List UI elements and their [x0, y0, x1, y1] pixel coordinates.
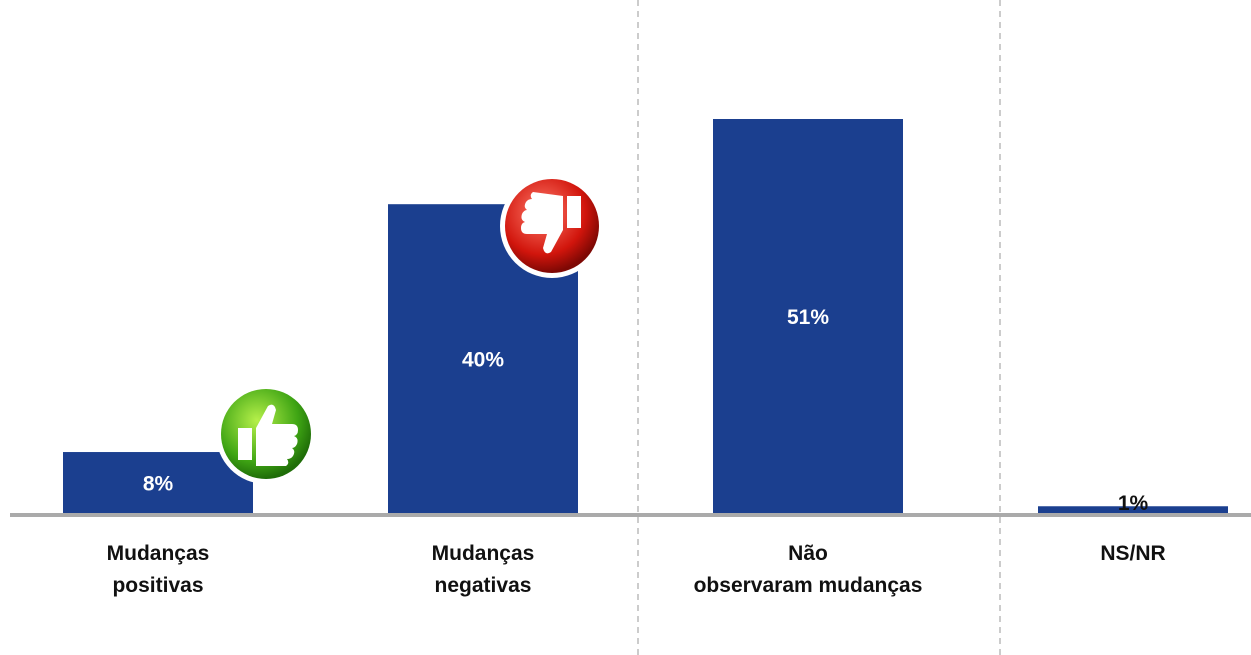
thumbs-down-icon: [500, 174, 604, 278]
value-label: 51%: [787, 306, 829, 329]
bar: [1038, 506, 1228, 514]
value-label: 40%: [462, 349, 504, 372]
category-label: Mudanças negativas: [432, 542, 535, 597]
bar: [713, 119, 903, 514]
category-label: NS/NR: [1100, 542, 1165, 565]
thumbs-up-icon: [216, 384, 316, 484]
category-label: Mudanças positivas: [107, 542, 210, 597]
category-label: Não observaram mudanças: [694, 542, 923, 597]
value-label: 1%: [1118, 492, 1149, 515]
bar: [63, 452, 253, 514]
value-label: 8%: [143, 473, 174, 496]
